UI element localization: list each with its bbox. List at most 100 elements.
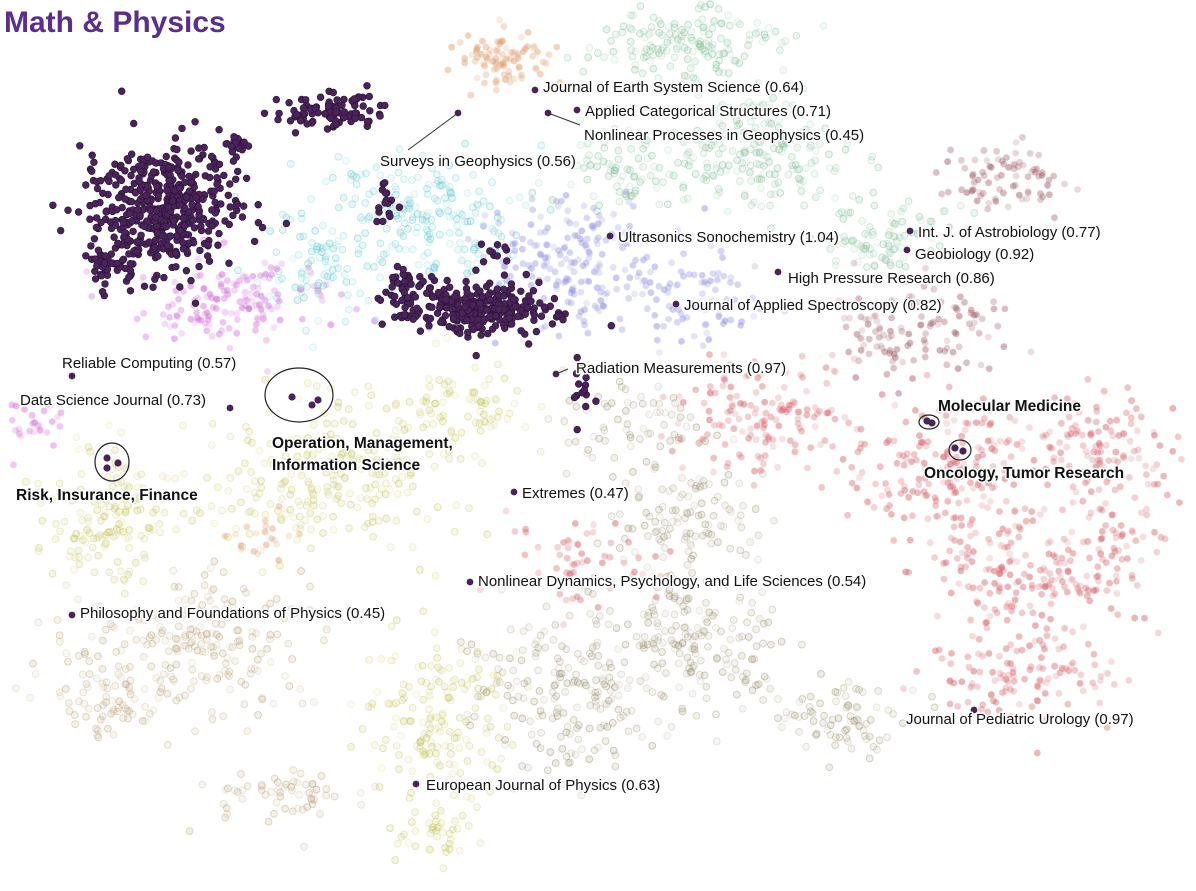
background-point <box>795 408 803 416</box>
background-point <box>756 102 765 110</box>
background-point <box>426 156 434 165</box>
background-point <box>767 119 776 128</box>
background-point <box>296 530 303 538</box>
background-point <box>21 406 28 413</box>
background-point <box>377 655 386 663</box>
background-point <box>986 421 994 429</box>
background-point <box>949 348 957 356</box>
background-point <box>719 254 726 261</box>
background-point <box>169 301 177 308</box>
background-point <box>388 242 396 251</box>
background-point <box>464 822 473 830</box>
highlight-point <box>143 153 152 161</box>
background-point <box>157 629 166 638</box>
background-point <box>791 399 799 407</box>
background-point <box>544 253 552 261</box>
highlight-point <box>332 108 340 116</box>
highlight-point <box>207 152 216 161</box>
background-point <box>799 177 808 185</box>
background-point <box>632 724 641 733</box>
background-point <box>258 782 267 791</box>
background-point <box>382 404 391 413</box>
background-point <box>817 670 825 678</box>
background-point <box>843 139 851 148</box>
background-point <box>540 294 548 302</box>
background-point <box>427 682 435 691</box>
background-point <box>765 433 772 441</box>
background-point <box>811 146 820 155</box>
background-point <box>626 11 635 20</box>
background-point <box>944 497 952 505</box>
background-point <box>672 621 680 630</box>
background-point <box>653 183 661 192</box>
background-point <box>319 221 327 230</box>
background-point <box>85 529 94 537</box>
background-point <box>12 684 20 693</box>
background-point <box>512 677 521 686</box>
background-point <box>698 304 706 312</box>
background-point <box>550 694 559 703</box>
background-point <box>1015 578 1023 585</box>
background-point <box>660 322 667 330</box>
background-point <box>955 312 963 320</box>
background-point <box>108 482 117 491</box>
background-point <box>612 274 620 282</box>
background-point <box>17 432 25 440</box>
background-point <box>461 55 469 62</box>
background-point <box>556 79 564 87</box>
background-point <box>318 297 326 304</box>
background-point <box>418 211 426 219</box>
background-point <box>755 174 764 183</box>
background-point <box>1135 454 1143 462</box>
background-point <box>1149 465 1157 473</box>
background-point <box>781 37 790 45</box>
background-point <box>299 232 308 241</box>
background-point <box>1043 625 1051 632</box>
background-point <box>652 553 659 560</box>
background-point <box>1153 548 1161 556</box>
background-point <box>876 463 884 471</box>
highlight-point <box>196 246 204 255</box>
background-point <box>382 224 391 233</box>
background-point <box>687 33 695 42</box>
background-point <box>694 91 703 99</box>
background-point <box>957 514 965 522</box>
background-point <box>449 211 457 220</box>
background-point <box>586 250 593 257</box>
background-point <box>300 293 308 302</box>
background-point <box>823 409 831 417</box>
background-point <box>625 182 634 191</box>
background-point <box>747 117 755 126</box>
background-point <box>512 231 521 240</box>
background-point <box>480 222 487 230</box>
background-point <box>496 62 504 70</box>
highlight-point <box>357 113 366 122</box>
background-point <box>727 274 735 281</box>
background-point <box>972 419 980 426</box>
background-point <box>1036 511 1044 519</box>
background-point <box>583 214 591 222</box>
background-point <box>261 517 269 524</box>
background-point <box>775 422 783 430</box>
background-point <box>731 131 740 139</box>
background-point <box>1143 471 1150 478</box>
background-point <box>94 652 102 661</box>
background-point <box>985 365 993 373</box>
background-point <box>831 194 840 203</box>
background-point <box>610 166 619 175</box>
highlight-point <box>254 219 263 227</box>
background-point <box>534 666 542 675</box>
highlight-point <box>220 171 228 180</box>
background-point <box>517 656 526 665</box>
background-point <box>144 523 153 532</box>
background-point <box>125 483 134 492</box>
background-point <box>840 232 849 241</box>
background-point <box>382 479 391 488</box>
background-point <box>762 409 770 417</box>
background-point <box>778 723 786 731</box>
background-point <box>396 226 404 235</box>
highlight-point <box>162 152 171 161</box>
background-point <box>52 520 60 528</box>
background-point <box>261 375 270 384</box>
background-point <box>567 180 575 189</box>
